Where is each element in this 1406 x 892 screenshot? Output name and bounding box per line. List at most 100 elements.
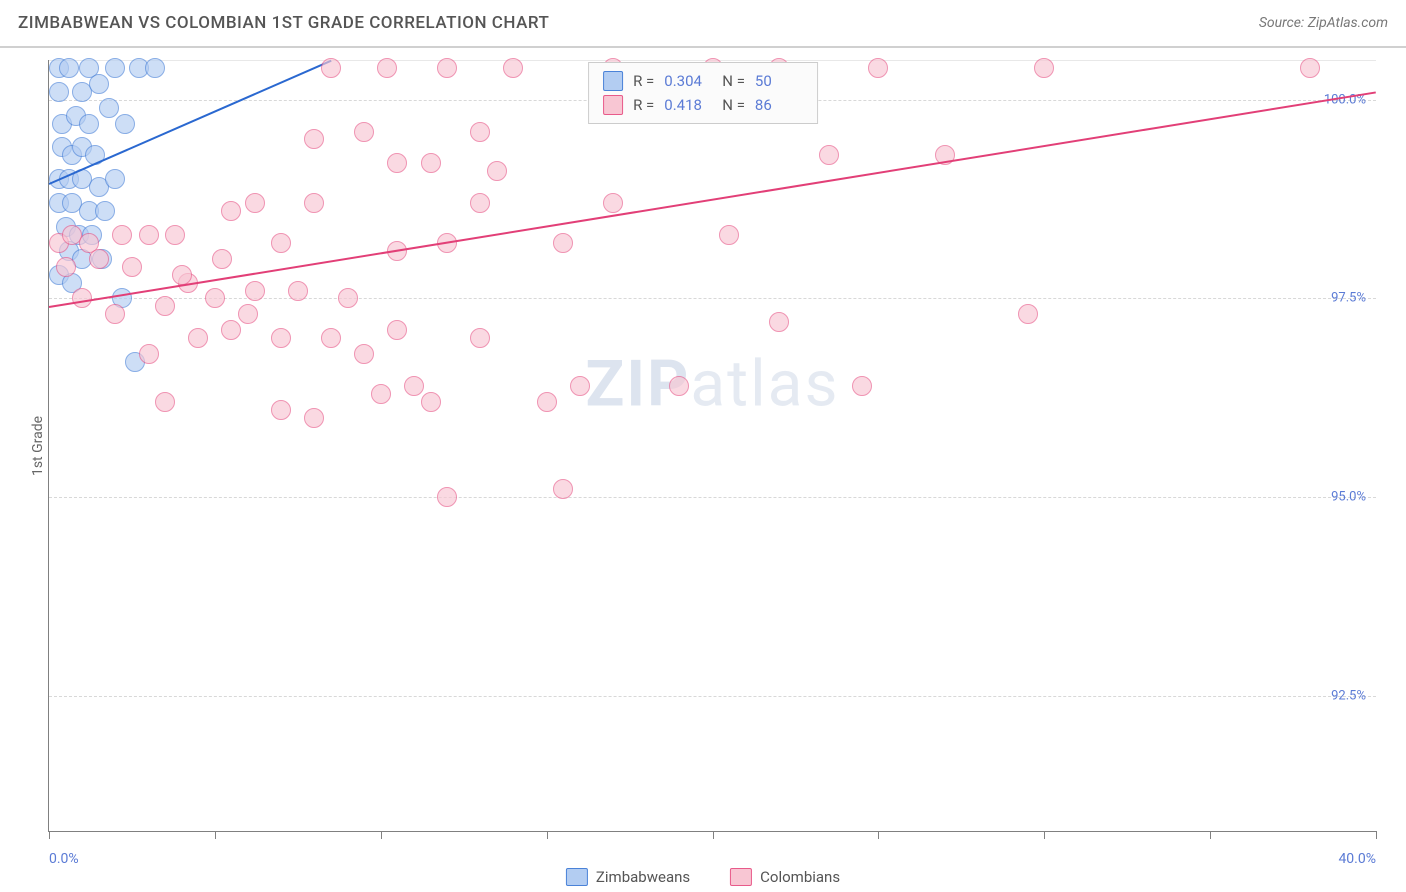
scatter-marker <box>59 58 79 78</box>
scatter-marker <box>95 201 115 221</box>
source-attribution: Source: ZipAtlas.com <box>1259 15 1388 31</box>
scatter-marker <box>553 233 573 253</box>
x-tick-label: 40.0% <box>1338 851 1376 867</box>
y-tick-label: 97.5% <box>1331 291 1366 306</box>
scatter-marker <box>271 400 291 420</box>
watermark-light: atlas <box>690 346 839 421</box>
scatter-marker <box>288 281 308 301</box>
n-label: N = <box>722 72 745 90</box>
scatter-marker <box>304 193 324 213</box>
scatter-marker <box>354 122 374 142</box>
scatter-marker <box>212 249 232 269</box>
y-tick-label: 95.0% <box>1331 490 1366 505</box>
plot-area: ZIPatlas 92.5%95.0%97.5%100.0%0.0%40.0% <box>48 60 1376 832</box>
scatter-marker <box>819 145 839 165</box>
scatter-marker <box>122 257 142 277</box>
x-tick-mark <box>1210 831 1211 839</box>
x-tick-mark <box>1376 831 1377 839</box>
y-axis-title: 1st Grade <box>30 416 46 476</box>
scatter-marker <box>503 58 523 78</box>
scatter-marker <box>139 225 159 245</box>
scatter-marker <box>221 320 241 340</box>
chart-container: ZIMBABWEAN VS COLOMBIAN 1ST GRADE CORREL… <box>0 0 1406 892</box>
scatter-marker <box>470 328 490 348</box>
gridline-h <box>49 696 1376 697</box>
scatter-marker <box>245 281 265 301</box>
scatter-marker <box>553 479 573 499</box>
scatter-marker <box>437 487 457 507</box>
scatter-marker <box>868 58 888 78</box>
scatter-marker <box>437 58 457 78</box>
y-tick-label: 92.5% <box>1331 688 1366 703</box>
legend-item-colombians: Colombians <box>730 868 840 886</box>
scatter-marker <box>321 58 341 78</box>
watermark: ZIPatlas <box>586 346 840 421</box>
scatter-marker <box>470 122 490 142</box>
scatter-marker <box>271 233 291 253</box>
title-bar: ZIMBABWEAN VS COLOMBIAN 1ST GRADE CORREL… <box>0 0 1406 48</box>
scatter-marker <box>105 169 125 189</box>
scatter-marker <box>1034 58 1054 78</box>
scatter-marker <box>338 288 358 308</box>
r-label: R = <box>633 96 654 114</box>
x-tick-label: 0.0% <box>49 851 79 867</box>
stats-row-colombians: R = 0.418 N = 86 <box>603 93 803 117</box>
scatter-marker <box>112 225 132 245</box>
scatter-marker <box>245 193 265 213</box>
gridline-h <box>49 497 1376 498</box>
n-value-colombians: 86 <box>755 96 803 114</box>
scatter-marker <box>115 114 135 134</box>
r-value-colombians: 0.418 <box>664 96 712 114</box>
scatter-marker <box>603 193 623 213</box>
x-tick-mark <box>381 831 382 839</box>
legend-swatch-zimbabweans <box>566 868 588 886</box>
x-tick-mark <box>1044 831 1045 839</box>
scatter-marker <box>49 82 69 102</box>
scatter-marker <box>769 312 789 332</box>
legend-label-colombians: Colombians <box>760 868 840 886</box>
scatter-marker <box>1300 58 1320 78</box>
legend-label-zimbabweans: Zimbabweans <box>596 868 690 886</box>
legend-item-zimbabweans: Zimbabweans <box>566 868 690 886</box>
scatter-marker <box>537 392 557 412</box>
scatter-marker <box>377 58 397 78</box>
scatter-marker <box>221 201 241 221</box>
scatter-marker <box>470 193 490 213</box>
scatter-marker <box>387 320 407 340</box>
scatter-marker <box>79 114 99 134</box>
scatter-marker <box>421 392 441 412</box>
scatter-marker <box>238 304 258 324</box>
scatter-marker <box>89 74 109 94</box>
legend-bottom: Zimbabweans Colombians <box>566 868 840 886</box>
stats-row-zimbabweans: R = 0.304 N = 50 <box>603 69 803 93</box>
scatter-marker <box>145 58 165 78</box>
x-tick-mark <box>215 831 216 839</box>
scatter-marker <box>1018 304 1038 324</box>
scatter-marker <box>271 328 291 348</box>
scatter-marker <box>371 384 391 404</box>
scatter-marker <box>387 153 407 173</box>
scatter-marker <box>669 376 689 396</box>
scatter-marker <box>321 328 341 348</box>
scatter-marker <box>570 376 590 396</box>
chart-title: ZIMBABWEAN VS COLOMBIAN 1ST GRADE CORREL… <box>18 13 549 33</box>
scatter-marker <box>719 225 739 245</box>
scatter-marker <box>487 161 507 181</box>
scatter-marker <box>421 153 441 173</box>
stats-legend-box: R = 0.304 N = 50 R = 0.418 N = 86 <box>588 62 818 124</box>
x-tick-mark <box>49 831 50 839</box>
scatter-marker <box>852 376 872 396</box>
n-label: N = <box>722 96 745 114</box>
x-tick-mark <box>713 831 714 839</box>
scatter-marker <box>188 328 208 348</box>
x-tick-mark <box>878 831 879 839</box>
r-label: R = <box>633 72 654 90</box>
scatter-marker <box>172 265 192 285</box>
scatter-marker <box>354 344 374 364</box>
scatter-marker <box>105 58 125 78</box>
scatter-marker <box>139 344 159 364</box>
scatter-marker <box>56 257 76 277</box>
scatter-marker <box>155 296 175 316</box>
stats-swatch-colombians <box>603 95 623 115</box>
scatter-marker <box>155 392 175 412</box>
